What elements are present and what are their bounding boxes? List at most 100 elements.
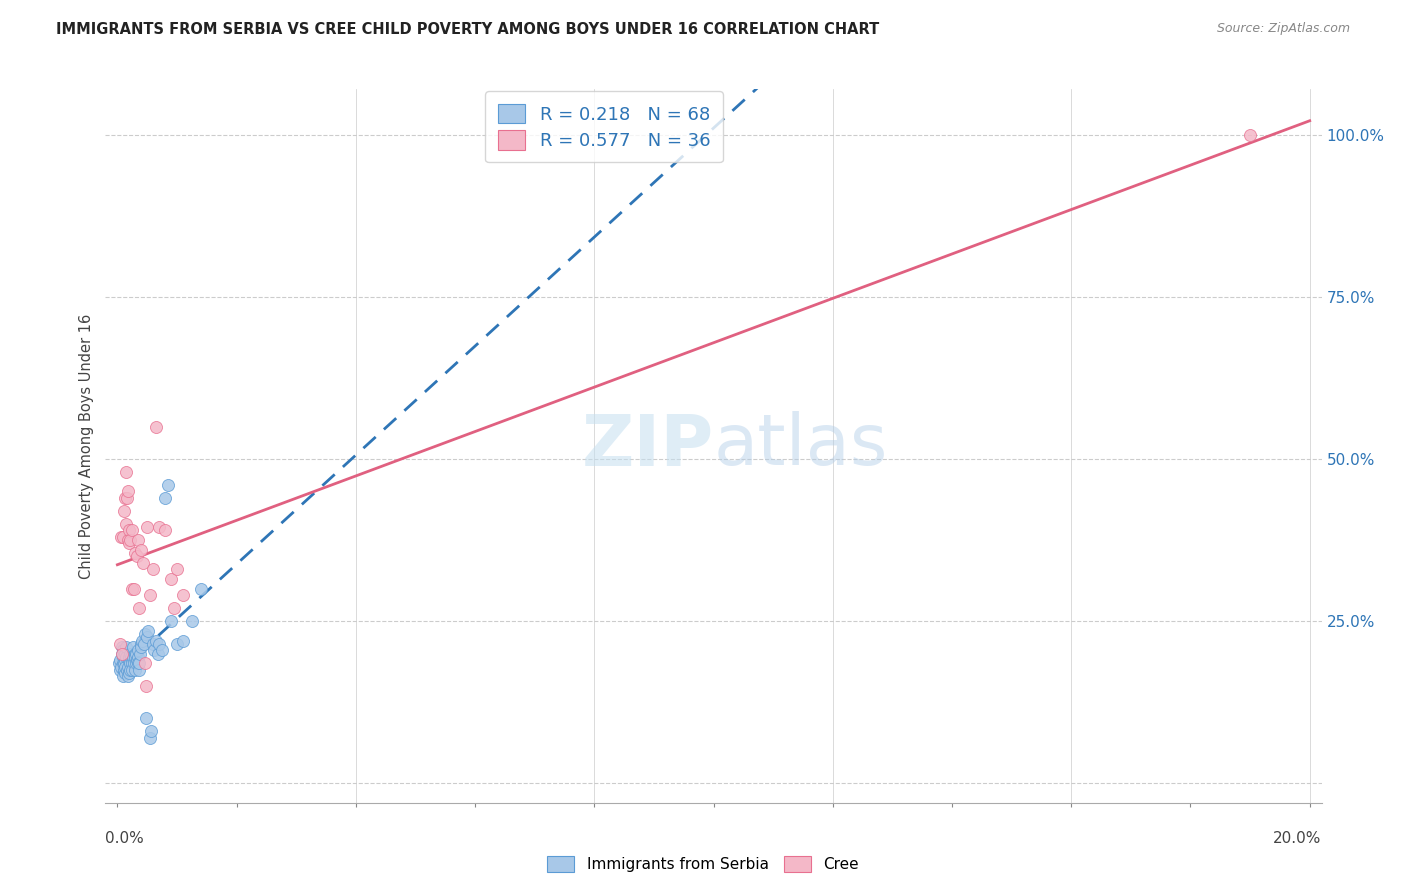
Point [122,640,145,654]
Point [114,649,136,664]
Point [132,637,155,651]
Point [145,419,167,434]
Point [122,582,145,596]
Point [129,542,152,557]
Point [127,533,149,547]
Point [127,649,149,664]
Point [118,666,141,681]
Point [111,649,134,664]
Point [141,724,163,739]
Point [127,657,149,671]
Y-axis label: Child Poverty Among Boys Under 16: Child Poverty Among Boys Under 16 [79,313,94,579]
Point [153,524,176,538]
Point [129,637,152,651]
Point [145,633,167,648]
Point [108,657,131,671]
Point [117,669,139,683]
Text: 20.0%: 20.0% [1274,831,1322,846]
Point [114,666,136,681]
Point [160,572,183,586]
Point [120,647,142,661]
Point [135,679,157,693]
Text: IMMIGRANTS FROM SERBIA VS CREE CHILD POVERTY AMONG BOYS UNDER 16 CORRELATION CHA: IMMIGRANTS FROM SERBIA VS CREE CHILD POV… [56,22,880,37]
Point [129,647,152,661]
Point [115,465,138,479]
Point [114,516,136,531]
Point [172,633,194,648]
Point [111,640,134,654]
Text: ZIP: ZIP [581,411,713,481]
Point [132,556,155,570]
Point [110,530,132,544]
Point [115,663,138,677]
Point [114,653,136,667]
Point [112,657,135,671]
Point [114,659,136,673]
Point [108,653,131,667]
Point [139,588,162,602]
Point [117,659,139,673]
Point [142,562,165,576]
Point [160,614,183,628]
Point [110,647,132,661]
Point [117,533,139,547]
Point [118,649,141,664]
Point [118,663,141,677]
Point [125,657,148,671]
Point [127,643,149,657]
Point [117,484,139,499]
Point [125,549,148,564]
Point [134,627,156,641]
Point [112,657,135,671]
Point [111,530,134,544]
Point [150,643,173,657]
Point [108,637,131,651]
Point [131,633,153,648]
Point [190,582,212,596]
Text: atlas: atlas [713,411,889,481]
Point [172,588,194,602]
Point [112,643,135,657]
Point [125,653,148,667]
Point [139,731,162,745]
Point [128,663,150,677]
Point [110,663,132,677]
Point [148,520,170,534]
Point [1239,128,1261,142]
Point [110,659,132,673]
Point [135,711,157,725]
Point [124,647,146,661]
Point [180,614,202,628]
Point [112,669,135,683]
Point [125,647,148,661]
Point [112,504,135,518]
Point [121,663,143,677]
Point [114,491,136,505]
Point [166,562,188,576]
Point [142,637,165,651]
Point [136,520,159,534]
Point [115,640,138,654]
Point [122,649,145,664]
Legend: Immigrants from Serbia, Cree: Immigrants from Serbia, Cree [538,848,868,880]
Point [121,582,143,596]
Point [114,647,136,661]
Point [157,478,180,492]
Point [110,647,132,661]
Point [118,657,141,671]
Point [121,524,143,538]
Point [124,546,146,560]
Point [148,637,170,651]
Point [128,601,150,615]
Point [124,663,146,677]
Point [124,649,146,664]
Point [118,536,141,550]
Point [120,649,142,664]
Point [128,657,150,671]
Point [146,647,169,661]
Legend: R = 0.218   N = 68, R = 0.577   N = 36: R = 0.218 N = 68, R = 0.577 N = 36 [485,91,723,162]
Point [143,643,166,657]
Point [115,491,138,505]
Point [163,601,186,615]
Point [118,524,141,538]
